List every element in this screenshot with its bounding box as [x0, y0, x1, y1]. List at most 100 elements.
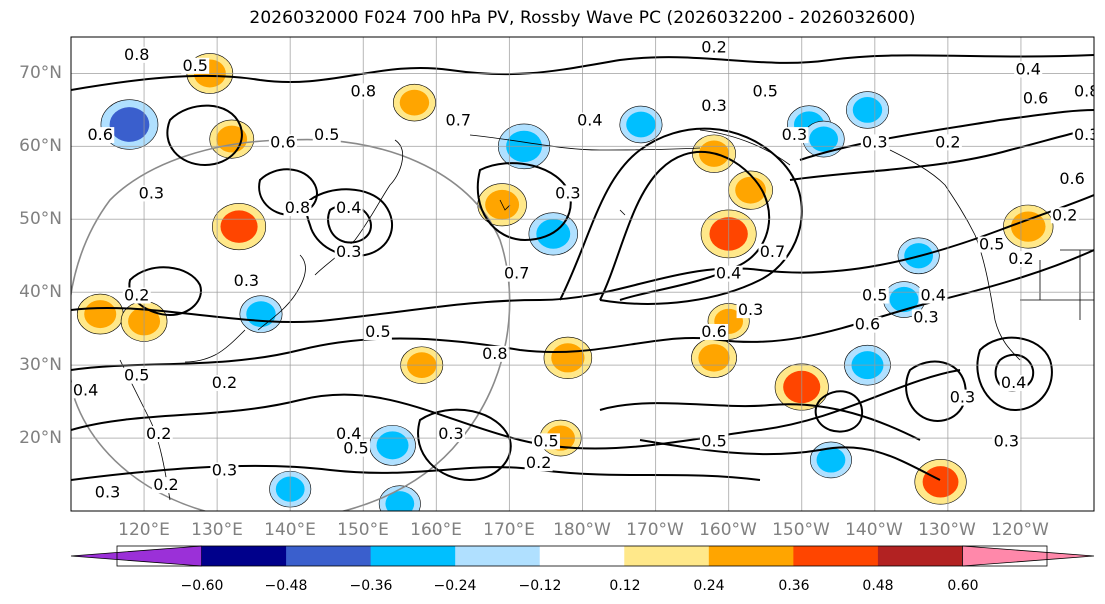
contour-label-bg [341, 440, 370, 457]
contour-label-bg [122, 287, 151, 304]
contour-label: 0.6 [88, 125, 113, 144]
contour-label: 0.6 [1059, 169, 1084, 188]
contour-label-bg [137, 185, 166, 202]
contour-label-bg [312, 127, 341, 144]
contour-label: 0.4 [73, 380, 98, 399]
colorbar-tick-label: 0.24 [693, 578, 724, 594]
pv-anomaly-core [922, 466, 959, 498]
contour-label: 0.2 [146, 424, 171, 443]
lon-label-140w: 140°W [845, 520, 903, 540]
lon-label-130w: 130°W [918, 520, 976, 540]
contour-label-bg [181, 57, 210, 74]
colorbar-tick-label: −0.12 [519, 578, 562, 594]
contour-label-bg [334, 426, 363, 443]
contour-label-bg [780, 127, 809, 144]
contour-label-bg [502, 265, 531, 282]
contour-label-bg [268, 134, 297, 151]
contour-label: 0.4 [336, 424, 361, 443]
colorbar-ticks: −0.60 −0.48 −0.36 −0.24 −0.12 0.12 0.24 … [181, 578, 979, 594]
graticule [71, 37, 1094, 511]
colorbar-tick-label: 0.12 [609, 578, 640, 594]
contour-label: 0.6 [270, 132, 295, 151]
contour-label-bg [334, 200, 363, 217]
contour-label: 0.4 [921, 286, 946, 305]
colorbar-tick-label: 0.48 [862, 578, 893, 594]
contour-label: 0.6 [1023, 89, 1048, 108]
contour-label-bg [714, 265, 743, 282]
pv-anomaly-core [376, 431, 409, 460]
contour-labels: 0.80.50.60.30.6 0.50.80.8 0.40.30.30.20.50… [71, 38, 1099, 501]
contour-label-bg [283, 200, 312, 217]
contour-label-bg [860, 287, 889, 304]
contour-label: 0.2 [124, 286, 149, 305]
colorbar-tick-label: −0.36 [350, 578, 393, 594]
contour-label-bg [122, 46, 151, 63]
contour-label-bg [1014, 61, 1043, 78]
contour-label: 0.5 [365, 322, 390, 341]
longitude-labels: 120°E 130°E 140°E 150°E 160°E 170°E 180°… [118, 520, 1049, 540]
contour-label: 0.4 [1016, 59, 1041, 78]
contour-label-bg [977, 236, 1006, 253]
colorbar-cell [877, 546, 963, 566]
contour-label: 0.8 [1074, 81, 1099, 100]
contour-label-bg [1058, 170, 1087, 187]
contour-label-bg [151, 477, 180, 494]
pv-anomaly-core [399, 89, 430, 116]
contour-label: 0.3 [782, 125, 807, 144]
pv-anomaly-core [385, 491, 415, 511]
contour-label: 0.6 [701, 322, 726, 341]
contour-label-bg [700, 39, 729, 56]
contour-label-bg [700, 97, 729, 114]
contour-label: 0.3 [913, 307, 938, 326]
contour-label: 0.3 [738, 300, 763, 319]
pv-anomaly-core [551, 343, 585, 373]
contour-label-bg [553, 185, 582, 202]
contour-label-bg [999, 375, 1028, 392]
contour-label: 0.5 [343, 439, 368, 458]
lon-label-120e: 120°E [118, 520, 170, 540]
contour-label: 0.4 [1001, 373, 1026, 392]
contour-label: 0.5 [979, 234, 1004, 253]
contour-label: 0.3 [438, 424, 463, 443]
contour-label: 0.7 [760, 242, 785, 261]
contour-label: 0.8 [482, 344, 507, 363]
contour-label-bg [1072, 127, 1094, 144]
contour-label: 0.4 [336, 198, 361, 217]
contour-label-bg [436, 426, 465, 443]
contour-label-bg [1006, 251, 1035, 268]
chart-title: 2026032000 F024 700 hPa PV, Rossby Wave … [249, 8, 916, 28]
contour-label-bg [758, 243, 787, 260]
contour-label: 0.5 [862, 286, 887, 305]
contour-label-bg [992, 433, 1021, 450]
lon-label-160w: 160°W [699, 520, 757, 540]
contour-label: 0.5 [124, 366, 149, 385]
contour-label: 0.5 [701, 431, 726, 450]
colorbar-tick-label: 0.60 [947, 578, 978, 594]
contour-label: 0.3 [1074, 125, 1099, 144]
contour-label: 0.2 [1052, 205, 1077, 224]
pv-anomaly-core [698, 344, 730, 372]
lon-label-170e: 170°E [483, 520, 535, 540]
contour-label-bg [93, 484, 122, 501]
pv-anomaly-core [220, 210, 258, 243]
pv-anomaly-core [246, 301, 276, 327]
contour-label: 0.5 [752, 81, 777, 100]
contour-label: 0.3 [95, 482, 120, 501]
lat-label-60n: 60°N [19, 136, 62, 156]
contour-label: 0.2 [212, 373, 237, 392]
lon-label-140e: 140°E [264, 520, 316, 540]
contour-label: 0.4 [716, 264, 741, 283]
contour-label: 0.3 [555, 183, 580, 202]
colorbar-cell [793, 546, 879, 566]
lat-label-70n: 70°N [19, 63, 62, 83]
lat-label-50n: 50°N [19, 209, 62, 229]
contour-label-bg [444, 112, 473, 129]
lon-label-150w: 150°W [772, 520, 830, 540]
contour-label: 0.3 [139, 183, 164, 202]
contour-label: 0.2 [935, 132, 960, 151]
contour-label: 0.4 [577, 111, 602, 130]
contour-label-bg [751, 83, 780, 100]
contour-label-bg [531, 433, 560, 450]
contour-label-bg [575, 112, 604, 129]
